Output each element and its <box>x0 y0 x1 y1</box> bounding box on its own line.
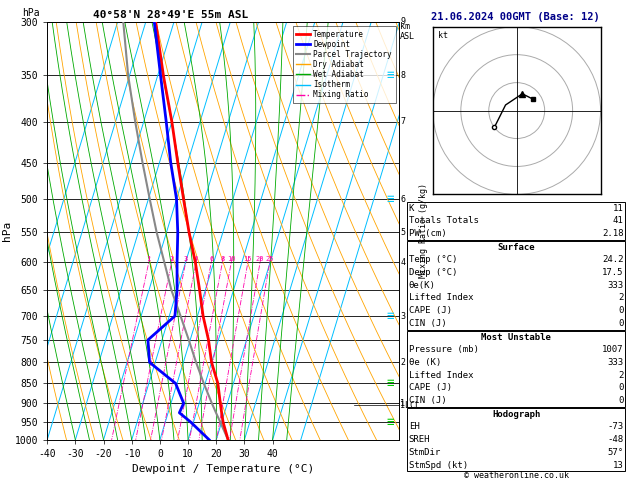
Text: -48: -48 <box>607 435 623 444</box>
Text: θe (K): θe (K) <box>409 358 441 367</box>
Text: ≡: ≡ <box>386 377 394 390</box>
Text: 24.2: 24.2 <box>602 255 623 264</box>
Text: 3: 3 <box>400 312 405 320</box>
Text: 6: 6 <box>400 195 405 204</box>
Text: 25: 25 <box>265 257 274 262</box>
Text: 5: 5 <box>400 228 405 237</box>
Text: 0: 0 <box>618 383 623 392</box>
Text: ≡: ≡ <box>386 193 394 206</box>
Text: Lifted Index: Lifted Index <box>409 371 474 380</box>
Text: -73: -73 <box>607 422 623 432</box>
Text: SREH: SREH <box>409 435 430 444</box>
Text: 1007: 1007 <box>602 345 623 354</box>
Text: km
ASL: km ASL <box>400 22 415 41</box>
Text: 10: 10 <box>227 257 235 262</box>
Text: 11: 11 <box>613 204 623 212</box>
Text: 0: 0 <box>618 306 623 315</box>
Text: Mixing Ratio (g/kg): Mixing Ratio (g/kg) <box>419 183 428 278</box>
Text: StmSpd (kt): StmSpd (kt) <box>409 461 468 469</box>
Text: EH: EH <box>409 422 420 432</box>
Text: CAPE (J): CAPE (J) <box>409 306 452 315</box>
Title: 40°58'N 28°49'E 55m ASL: 40°58'N 28°49'E 55m ASL <box>93 10 248 20</box>
Text: 41: 41 <box>613 216 623 225</box>
Text: θe(K): θe(K) <box>409 281 436 290</box>
Text: 17.5: 17.5 <box>602 268 623 277</box>
Text: Lifted Index: Lifted Index <box>409 294 474 302</box>
Text: 7: 7 <box>400 117 405 126</box>
Text: StmDir: StmDir <box>409 448 441 457</box>
Text: 2: 2 <box>400 358 405 367</box>
Text: PW (cm): PW (cm) <box>409 229 447 238</box>
Y-axis label: hPa: hPa <box>2 221 12 241</box>
Text: CIN (J): CIN (J) <box>409 319 447 328</box>
Text: 15: 15 <box>243 257 252 262</box>
Text: ≡: ≡ <box>386 69 394 82</box>
Text: 21.06.2024 00GMT (Base: 12): 21.06.2024 00GMT (Base: 12) <box>431 12 600 22</box>
Text: CAPE (J): CAPE (J) <box>409 383 452 392</box>
Text: 1: 1 <box>400 399 405 408</box>
Text: 9: 9 <box>400 17 405 26</box>
Text: 2: 2 <box>618 371 623 380</box>
Text: 1: 1 <box>147 257 151 262</box>
Text: 8: 8 <box>220 257 225 262</box>
Text: 2: 2 <box>169 257 174 262</box>
Text: 333: 333 <box>607 358 623 367</box>
Text: 20: 20 <box>256 257 264 262</box>
Text: 4: 4 <box>194 257 198 262</box>
Legend: Temperature, Dewpoint, Parcel Trajectory, Dry Adiabat, Wet Adiabat, Isotherm, Mi: Temperature, Dewpoint, Parcel Trajectory… <box>292 26 396 103</box>
Text: K: K <box>409 204 415 212</box>
Text: Hodograph: Hodograph <box>492 410 540 419</box>
X-axis label: Dewpoint / Temperature (°C): Dewpoint / Temperature (°C) <box>132 465 314 474</box>
Text: 8: 8 <box>400 71 405 80</box>
Text: 6: 6 <box>209 257 213 262</box>
Text: 333: 333 <box>607 281 623 290</box>
Text: 0: 0 <box>618 319 623 328</box>
Text: 0: 0 <box>618 396 623 405</box>
Text: ≡: ≡ <box>386 310 394 323</box>
Text: 4: 4 <box>400 258 405 267</box>
Text: 13: 13 <box>613 461 623 469</box>
Text: 2: 2 <box>618 294 623 302</box>
Text: hPa: hPa <box>23 8 40 17</box>
Text: 1LCL: 1LCL <box>400 400 420 410</box>
Text: Temp (°C): Temp (°C) <box>409 255 457 264</box>
Text: ≡: ≡ <box>386 416 394 429</box>
Text: kt: kt <box>438 31 448 40</box>
Text: CIN (J): CIN (J) <box>409 396 447 405</box>
Text: Pressure (mb): Pressure (mb) <box>409 345 479 354</box>
Text: 2.18: 2.18 <box>602 229 623 238</box>
Text: Totals Totals: Totals Totals <box>409 216 479 225</box>
Text: © weatheronline.co.uk: © weatheronline.co.uk <box>464 471 569 480</box>
Text: 57°: 57° <box>607 448 623 457</box>
Text: Surface: Surface <box>498 243 535 252</box>
Text: Most Unstable: Most Unstable <box>481 332 551 342</box>
Text: Dewp (°C): Dewp (°C) <box>409 268 457 277</box>
Text: 3: 3 <box>184 257 188 262</box>
